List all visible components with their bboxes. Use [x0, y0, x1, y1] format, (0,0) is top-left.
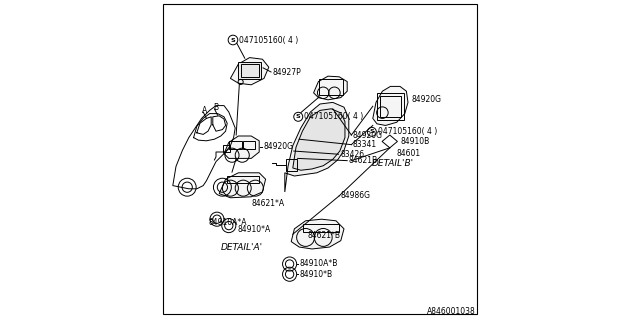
- Text: S: S: [296, 114, 301, 119]
- Text: 84910B: 84910B: [401, 137, 430, 146]
- Text: A846001038: A846001038: [426, 307, 475, 316]
- Text: 84910*A: 84910*A: [237, 225, 271, 234]
- Polygon shape: [291, 219, 344, 249]
- Bar: [223, 145, 230, 152]
- Text: 84621*B: 84621*B: [308, 231, 341, 240]
- Text: 84910*B: 84910*B: [300, 270, 332, 279]
- Bar: [229, 141, 242, 149]
- Text: 84986G: 84986G: [341, 191, 371, 200]
- Bar: [241, 64, 259, 77]
- Text: 84621*A: 84621*A: [252, 199, 285, 208]
- Text: 84601: 84601: [396, 149, 420, 158]
- Text: 84920G: 84920G: [264, 142, 293, 151]
- Polygon shape: [285, 102, 349, 192]
- Text: A: A: [202, 106, 207, 115]
- Polygon shape: [314, 76, 347, 100]
- Text: 83341: 83341: [353, 140, 377, 149]
- Text: S: S: [230, 37, 236, 43]
- Text: 047105160( 4 ): 047105160( 4 ): [378, 127, 437, 136]
- Polygon shape: [230, 58, 269, 85]
- Polygon shape: [292, 109, 345, 170]
- Text: 84910A*A: 84910A*A: [209, 218, 248, 227]
- Text: 84927P: 84927P: [273, 68, 301, 76]
- Text: 047105160( 4 ): 047105160( 4 ): [304, 112, 364, 121]
- Bar: [243, 141, 255, 149]
- Bar: [286, 159, 298, 171]
- Bar: [319, 79, 343, 95]
- Text: B: B: [212, 103, 218, 112]
- Text: 84910A*B: 84910A*B: [300, 260, 337, 268]
- Text: DETAIL'A': DETAIL'A': [221, 244, 262, 252]
- Polygon shape: [224, 136, 259, 158]
- Text: 047105160( 4 ): 047105160( 4 ): [239, 36, 298, 44]
- Polygon shape: [372, 86, 408, 125]
- Text: DETAIL'B': DETAIL'B': [372, 159, 414, 168]
- Polygon shape: [219, 173, 266, 198]
- Text: 84920G: 84920G: [353, 131, 383, 140]
- Text: 83426: 83426: [340, 150, 364, 159]
- Bar: [377, 93, 404, 120]
- Text: 84621B: 84621B: [349, 156, 378, 165]
- Bar: [239, 62, 261, 79]
- Bar: [227, 176, 259, 183]
- Bar: [303, 224, 339, 232]
- Bar: [380, 96, 401, 117]
- Text: S: S: [369, 129, 374, 134]
- Text: 84920G: 84920G: [412, 95, 442, 104]
